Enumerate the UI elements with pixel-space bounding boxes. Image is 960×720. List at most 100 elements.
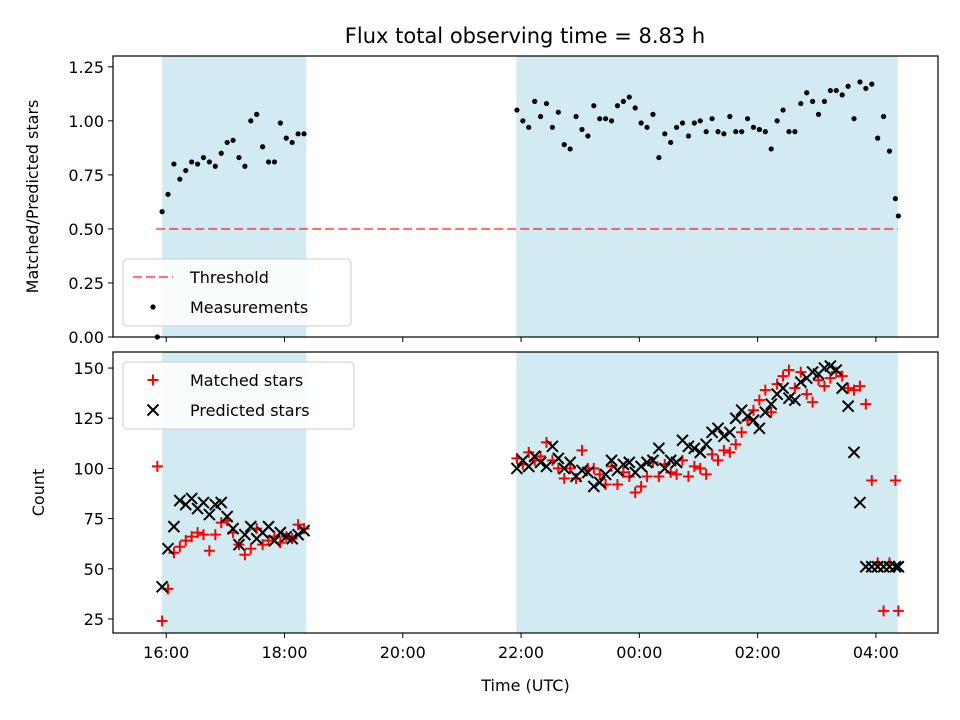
- predicted-star-point: [262, 520, 275, 533]
- bottom-ytick-label: 150: [73, 359, 104, 378]
- predicted-star-point: [892, 560, 905, 573]
- measurement-point: [638, 120, 644, 126]
- bottom-ytick-label: 75: [84, 510, 104, 529]
- measurement-point: [768, 146, 774, 152]
- bottom-shaded-region: [516, 352, 898, 633]
- predicted-star-point: [173, 494, 187, 507]
- measurement-point: [804, 90, 810, 96]
- predicted-star-point: [741, 410, 754, 423]
- measurement-point: [721, 131, 727, 137]
- predicted-star-point: [865, 560, 878, 573]
- xtick-label: 22:00: [498, 643, 544, 662]
- measurement-point: [165, 191, 171, 197]
- measurement-point: [709, 116, 715, 122]
- matched-star-point: [724, 446, 736, 458]
- top-ytick-label: 0.25: [68, 274, 104, 293]
- measurement-point: [656, 154, 662, 161]
- predicted-star-point: [688, 442, 701, 455]
- matched-star-point: [712, 454, 724, 466]
- bottom-legend-box: [122, 361, 355, 430]
- measurement-point: [526, 124, 532, 130]
- measurement-point: [644, 124, 650, 130]
- matched-star-point: [860, 398, 872, 410]
- predicted-star-point: [297, 524, 311, 537]
- measurement-point: [248, 118, 254, 124]
- predicted-star-point: [285, 532, 299, 545]
- matched-star-point: [889, 474, 901, 486]
- measurement-point: [762, 129, 768, 135]
- predicted-star-point: [711, 422, 725, 435]
- predicted-star-point: [670, 456, 683, 469]
- measurement-point: [271, 159, 278, 165]
- matched-star-point: [535, 450, 547, 462]
- matched-star-point: [866, 474, 878, 486]
- measurement-point: [614, 103, 621, 109]
- matched-star-point: [665, 466, 677, 478]
- bottom-ytick-label: 50: [84, 560, 104, 579]
- predicted-star-point: [238, 528, 252, 541]
- measurement-point: [892, 196, 899, 202]
- bottom-ytick-label: 125: [73, 409, 104, 428]
- matched-star-point: [801, 388, 813, 400]
- top-shaded-region: [516, 56, 898, 337]
- matched-star-point: [688, 460, 700, 472]
- matched-star-point: [570, 472, 582, 484]
- matched-star-point: [186, 531, 198, 543]
- predicted-star-point: [215, 496, 228, 509]
- predicted-star-point: [605, 454, 618, 467]
- measurement-point: [254, 111, 260, 117]
- legend-measurements-swatch: [150, 304, 156, 310]
- predicted-star-point: [776, 381, 790, 395]
- legend-predicted-swatch: [146, 403, 160, 417]
- measurement-point: [194, 161, 201, 167]
- measurement-point: [727, 113, 733, 120]
- predicted-star-point: [220, 510, 234, 523]
- measurement-point: [798, 100, 804, 107]
- measurement-point: [224, 139, 230, 146]
- predicted-star-point: [871, 560, 884, 573]
- predicted-star-point: [694, 446, 707, 459]
- xtick-label: 18:00: [261, 643, 307, 662]
- measurement-point: [555, 109, 561, 115]
- bottom-ytick-label: 25: [84, 610, 104, 629]
- predicted-star-point: [883, 560, 896, 573]
- measurement-point: [679, 120, 686, 126]
- matched-star-point: [197, 529, 209, 541]
- xtick-label: 04:00: [853, 643, 899, 662]
- top-ylabel: Matched/Predicted stars: [23, 100, 42, 294]
- measurement-point: [875, 135, 881, 141]
- predicted-star-point: [587, 480, 601, 493]
- measurement-point: [863, 85, 869, 92]
- xlabel: Time (UTC): [480, 676, 569, 695]
- measurement-point: [549, 124, 556, 130]
- measurement-point: [780, 107, 786, 113]
- measurement-point: [810, 98, 816, 104]
- predicted-star-point: [510, 462, 524, 475]
- predicted-star-point: [824, 359, 837, 373]
- matched-star-point: [789, 382, 801, 394]
- measurement-point: [537, 113, 544, 120]
- measurement-point: [183, 167, 189, 174]
- matched-star-point: [783, 364, 795, 376]
- measurement-point: [869, 81, 875, 87]
- matched-star-point: [795, 366, 807, 378]
- matched-star-point: [653, 470, 665, 482]
- predicted-star-point: [197, 496, 210, 509]
- measurement-point: [827, 87, 833, 94]
- matched-star-point: [156, 615, 168, 627]
- measurement-point: [218, 150, 224, 156]
- bottom-ytick-label: 100: [73, 459, 104, 478]
- matched-star-point: [854, 380, 866, 392]
- measurement-point: [520, 118, 526, 124]
- matched-star-point: [552, 462, 564, 474]
- matched-star-point: [694, 462, 706, 474]
- predicted-star-point: [232, 538, 246, 551]
- matched-star-point: [736, 426, 748, 438]
- measurement-point: [177, 176, 183, 182]
- matched-star-point: [830, 366, 842, 378]
- matched-star-point: [540, 436, 552, 448]
- measurement-point: [597, 116, 603, 122]
- predicted-star-point: [552, 452, 565, 465]
- measurement-point: [514, 107, 520, 113]
